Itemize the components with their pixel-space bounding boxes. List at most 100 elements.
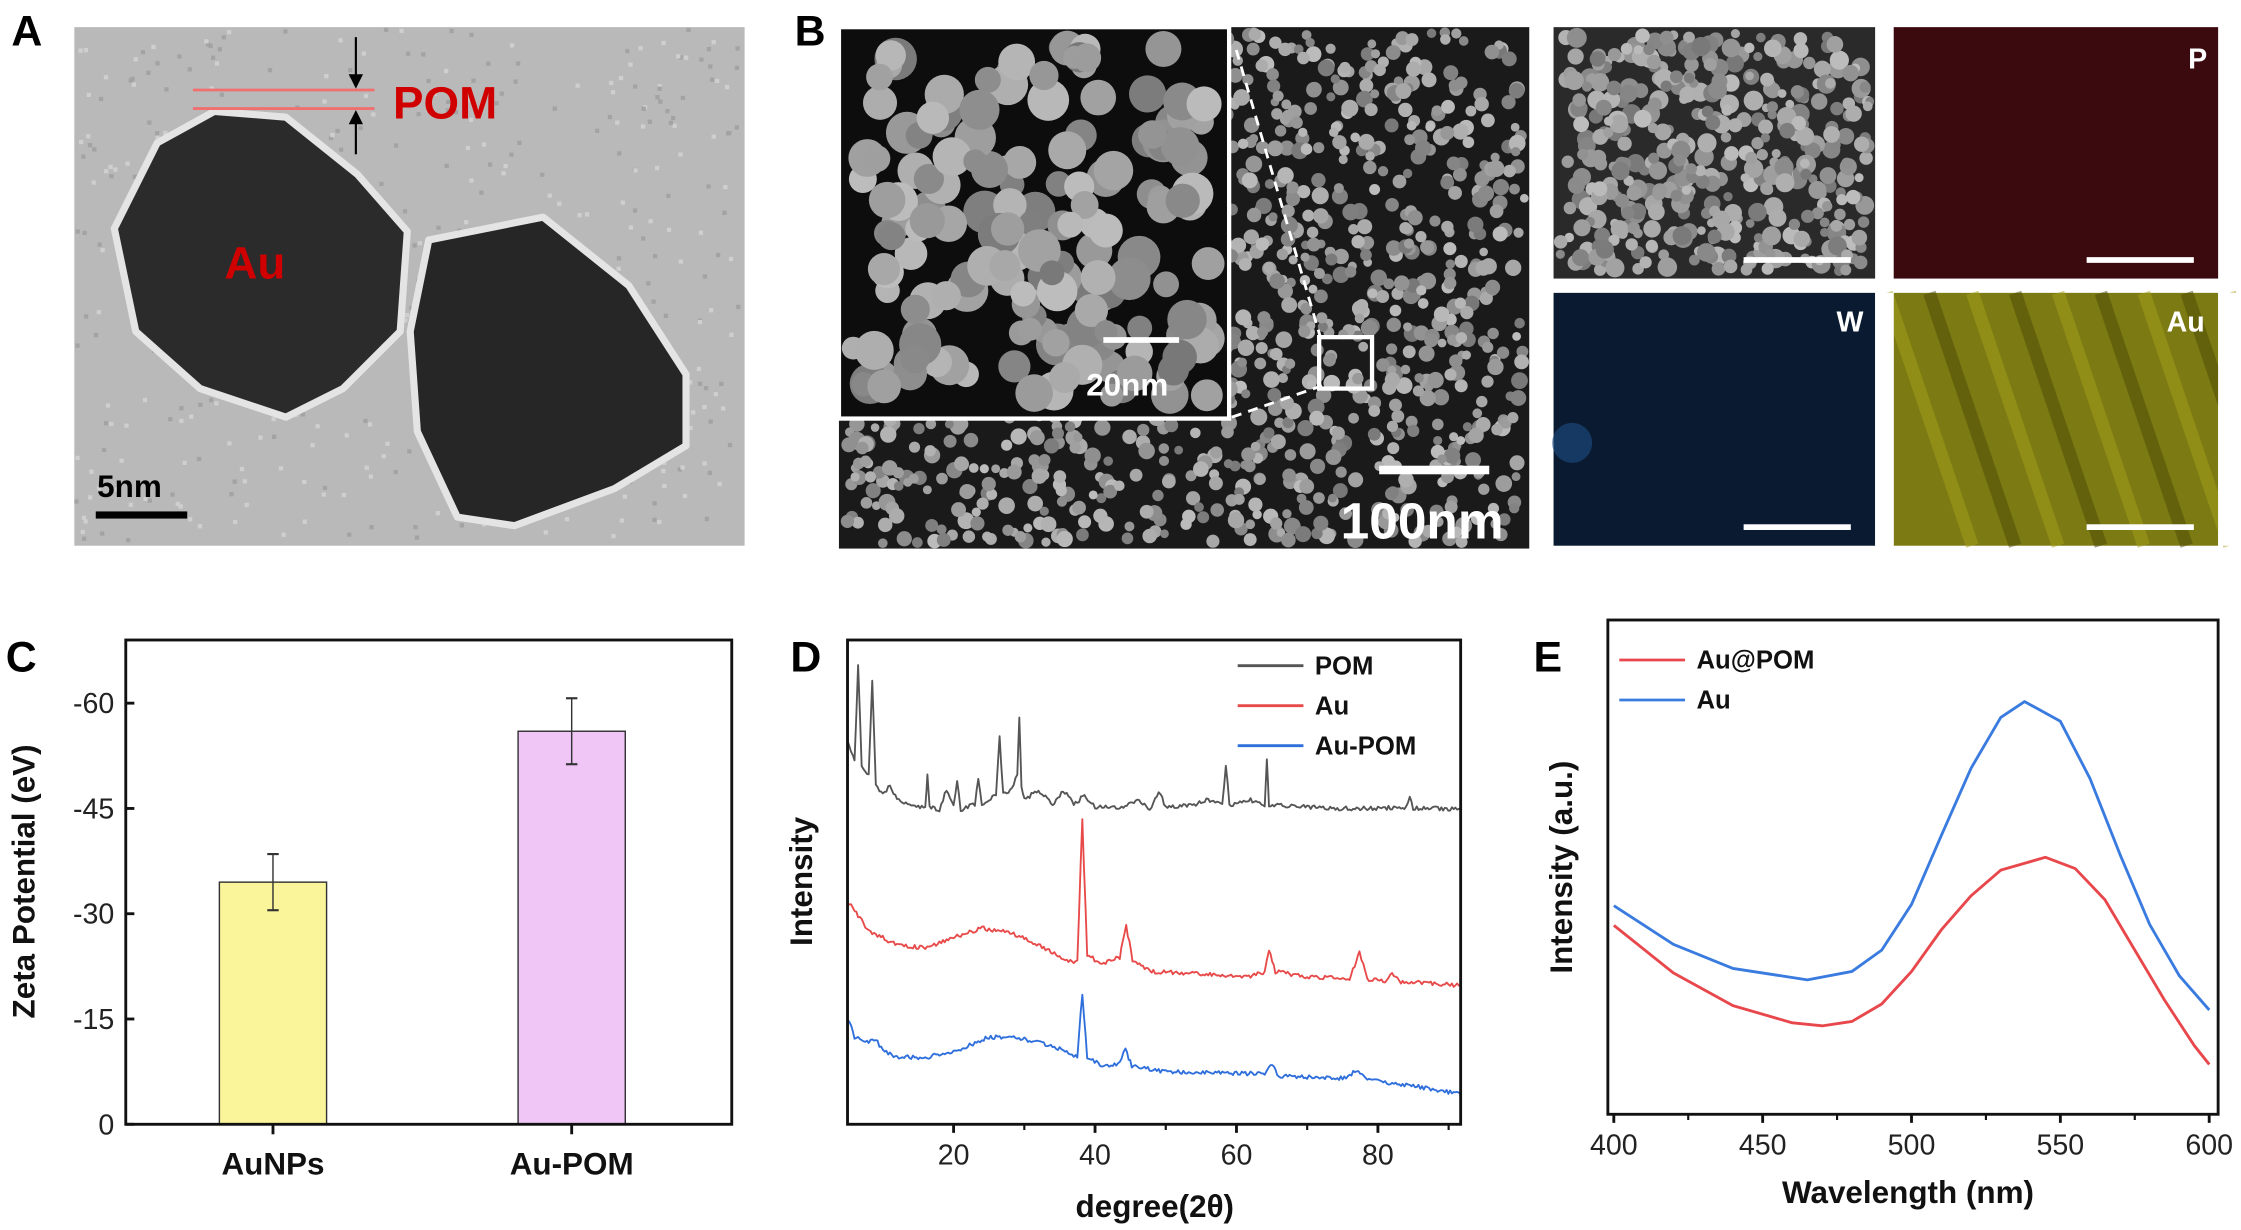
nanoparticle [1672,226,1692,246]
nanoparticle [1385,198,1399,212]
noise-dot [719,381,724,386]
nanoparticle [1429,215,1441,227]
nanoparticle [1477,185,1495,202]
nanoparticle [1153,271,1179,298]
nanoparticle [1454,297,1467,309]
nanoparticle [1360,249,1372,261]
noise-dot [464,220,469,225]
noise-dot [709,77,715,82]
panel-b: B 20nm 100nm P W Au [795,8,2241,550]
noise-dot [147,498,152,503]
nanoparticle [1193,461,1209,477]
inset-scale-bar [1103,337,1180,343]
au-particle-2 [406,213,690,530]
nanoparticle [1803,56,1816,70]
nanoparticle [1444,368,1457,381]
noise-dot [80,529,85,535]
nanoparticle [1038,454,1051,467]
nanoparticle [909,203,945,239]
nanoparticle [1278,373,1289,384]
nanoparticle [1416,285,1427,296]
noise-dot [155,134,160,140]
arrow-up-head-icon [348,110,364,125]
nanoparticle [1485,279,1501,295]
nanoparticle [1281,99,1292,110]
noise-dot [96,485,102,491]
nanoparticle [1042,329,1070,357]
nanoparticle [936,472,948,485]
nanoparticle [1014,531,1027,543]
nanoparticle [1595,99,1612,116]
noise-dot [371,112,376,117]
x-tick-label: 550 [2037,1129,2085,1161]
nanoparticle [1830,101,1844,116]
nanoparticle [878,517,893,533]
nanoparticle [1174,445,1184,455]
noise-dot [208,43,213,49]
noise-dot [468,117,474,122]
noise-dot [717,481,722,487]
nanoparticle [1830,219,1843,232]
noise-dot [678,152,683,157]
nanoparticle [1415,231,1427,243]
nanoparticle [1400,503,1414,517]
nanoparticle [1511,472,1521,482]
nanoparticle [1122,429,1137,445]
noise-dot [175,501,180,507]
nanoparticle [859,455,872,468]
nanoparticle [1376,358,1390,372]
nanoparticle [1819,167,1837,185]
nanoparticle [1745,219,1755,228]
nanoparticle [1403,238,1415,249]
nanoparticle [1347,531,1364,549]
noise-dot [302,519,307,524]
nanoparticle [1433,516,1444,528]
nanoparticle [1429,504,1444,519]
nanoparticle [1080,79,1117,116]
nanoparticle [1593,263,1607,276]
nanoparticle [1395,377,1413,394]
noise-dot [103,75,109,80]
nanoparticle [1758,119,1774,135]
noise-dot [179,406,184,411]
nanoparticle [1801,209,1815,223]
x-ticks: 400 450 500 550 600 [1590,1114,2233,1161]
nanoparticle [1487,358,1504,376]
nanoparticle [1853,136,1870,152]
nanoparticle [1160,529,1169,539]
nanoparticle [1387,442,1400,455]
noise-dot [168,417,173,422]
noise-dot [103,421,109,426]
noise-dot [214,401,219,406]
nanoparticle [1162,339,1197,375]
nanoparticle [1563,201,1577,215]
nanoparticle [1419,389,1436,407]
noise-dot [509,43,515,48]
nanoparticle [1740,173,1750,183]
nanoparticle [1386,486,1399,499]
nanoparticle [1573,219,1591,237]
x-ticks: 20 40 60 80 [938,1124,1450,1171]
nanoparticle [1003,146,1037,179]
nanoparticle [1129,468,1143,482]
nanoparticle [1819,217,1830,228]
nanoparticle [1384,118,1399,133]
noise-dot [652,517,657,523]
noise-dot [426,78,431,84]
nanoparticle [1266,68,1279,81]
nanoparticle [1267,79,1281,93]
nanoparticle [1495,475,1513,492]
nanoparticle [1022,478,1038,495]
pom-label: POM [393,78,497,129]
nanoparticle [1615,193,1630,208]
nanoparticle [1341,99,1359,117]
nanoparticle [1683,72,1695,84]
noise-dot [83,314,89,319]
nanoparticle [1064,421,1076,432]
nanoparticle [962,530,976,543]
y-tick-label: -30 [73,899,114,931]
mask [1875,292,1894,546]
noise-dot [628,225,634,230]
nanoparticle [925,418,937,430]
legend-label: POM [1315,652,1374,680]
